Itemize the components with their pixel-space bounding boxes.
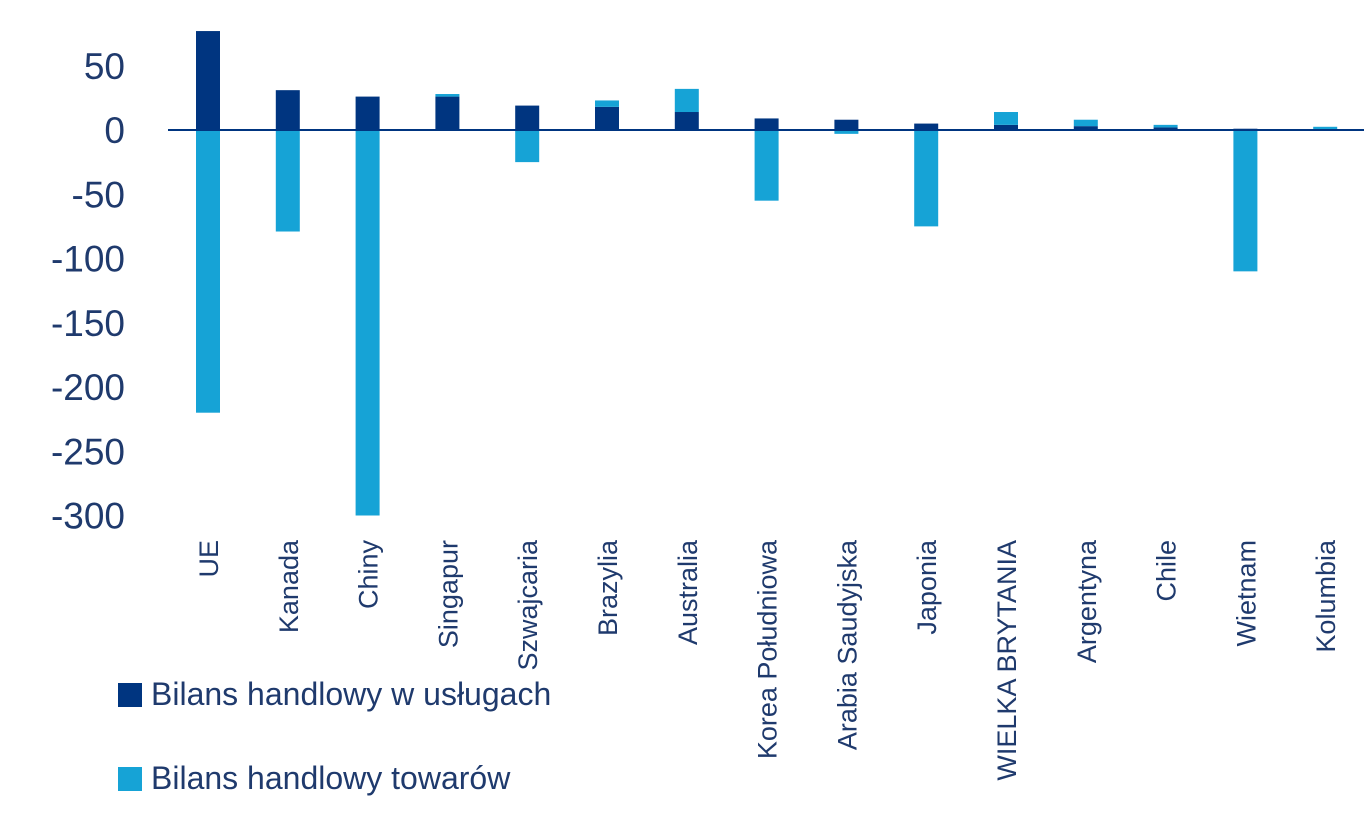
bar-goods — [674, 88, 699, 113]
y-tick-label: -250 — [51, 431, 125, 472]
bar-goods — [994, 112, 1018, 125]
y-tick-label: -100 — [51, 239, 125, 280]
bars — [196, 31, 1338, 516]
bar-goods — [914, 130, 939, 227]
bar-goods — [355, 130, 380, 516]
bar-goods — [754, 130, 779, 201]
bar-services — [1153, 127, 1178, 130]
x-tick-label: Korea Południowa — [753, 539, 783, 759]
x-tick-label: Japonia — [912, 539, 942, 635]
x-tick-label: UE — [194, 540, 224, 578]
x-tick-label: WIELKA BRYTANIA — [992, 540, 1022, 781]
bar-services — [595, 106, 619, 130]
legend-label-services: Bilans handlowy w usługach — [151, 676, 552, 712]
x-tick-label: Kanada — [274, 539, 304, 633]
bar-services — [834, 119, 859, 130]
bar-services — [355, 96, 380, 130]
x-tick-label: Chiny — [354, 540, 384, 610]
x-tick-label: Argentyna — [1072, 539, 1102, 663]
bar-services — [435, 96, 460, 130]
y-axis: 50 0 -50 -100 -150 -200 -250 -300 — [51, 46, 125, 537]
legend-swatch-goods — [118, 766, 142, 791]
bar-services — [994, 124, 1018, 130]
bar-goods — [275, 130, 300, 232]
bar-services — [515, 105, 540, 130]
bar-services — [275, 90, 300, 130]
bar-services — [674, 112, 699, 130]
bar-services — [196, 31, 220, 130]
y-tick-label: 0 — [104, 110, 125, 151]
x-axis: UE Kanada Chiny Singapur Szwajcaria Brazylia A… — [194, 539, 1341, 781]
bar-goods — [1233, 130, 1258, 272]
legend-swatch-services — [118, 682, 142, 707]
bar-goods — [1313, 126, 1338, 130]
bar-goods — [435, 94, 460, 97]
bar-goods — [1073, 119, 1098, 127]
bar-services — [754, 118, 779, 130]
legend-label-goods: Bilans handlowy towarów — [151, 760, 511, 796]
legend-item-services: Bilans handlowy w usługach — [118, 676, 551, 713]
x-tick-label: Australia — [673, 539, 703, 645]
x-tick-label: Singapur — [433, 540, 463, 648]
legend-item-goods: Bilans handlowy towarów — [118, 760, 510, 797]
y-tick-label: -200 — [51, 367, 125, 408]
bar-services — [914, 123, 939, 130]
x-tick-label: Szwajcaria — [513, 539, 543, 671]
y-tick-label: 50 — [84, 46, 125, 87]
x-tick-label: Wietnam — [1231, 540, 1261, 647]
x-tick-label: Arabia Saudyjska — [832, 539, 862, 750]
y-tick-label: -300 — [51, 496, 125, 537]
bar-goods — [1153, 124, 1178, 128]
x-tick-label: Chile — [1152, 540, 1182, 602]
y-tick-label: -150 — [51, 303, 125, 344]
bar-goods — [196, 130, 220, 413]
bar-goods — [515, 130, 540, 163]
x-tick-label: Brazylia — [593, 539, 623, 636]
bar-services — [1073, 126, 1098, 130]
bar-goods — [595, 100, 619, 107]
bar-goods — [834, 130, 859, 134]
x-tick-label: Kolumbia — [1311, 539, 1341, 653]
y-tick-label: -50 — [72, 174, 125, 215]
